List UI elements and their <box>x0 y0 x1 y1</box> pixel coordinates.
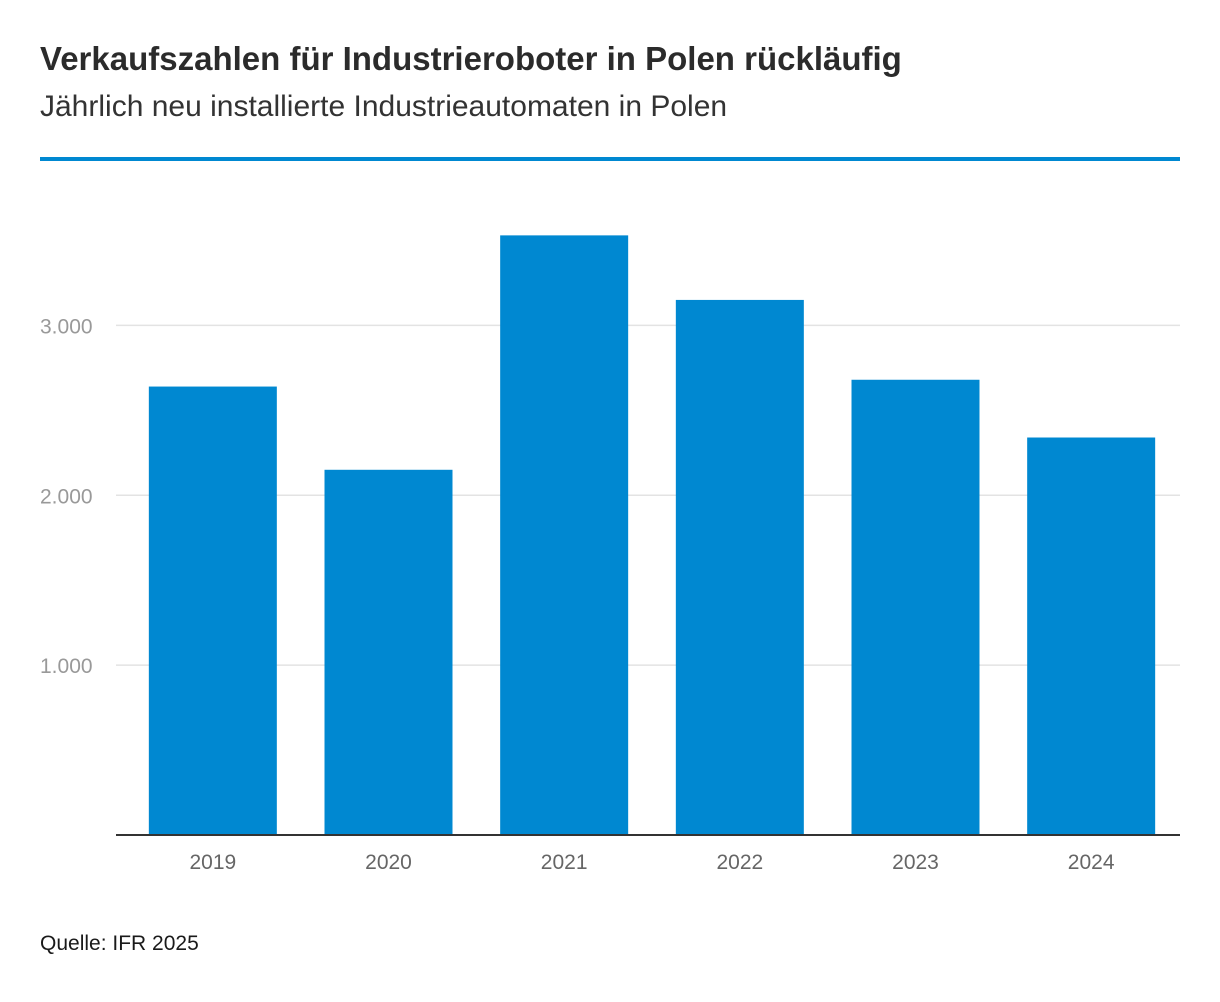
x-tick-label: 2021 <box>541 851 588 874</box>
y-tick-label: 2.000 <box>40 485 93 508</box>
chart-title: Verkaufszahlen für Industrieroboter in P… <box>40 40 902 77</box>
bar-2022 <box>675 299 804 835</box>
x-tick-label: 2019 <box>189 851 236 874</box>
y-tick-label: 1.000 <box>40 655 93 678</box>
bar-2021 <box>500 235 629 835</box>
y-tick-label: 3.000 <box>40 315 93 338</box>
x-tick-label: 2022 <box>716 851 763 874</box>
bar-2023 <box>851 379 980 835</box>
x-tick-label: 2024 <box>1068 851 1115 874</box>
bar-2024 <box>1027 437 1156 835</box>
x-tick-label: 2023 <box>892 851 939 874</box>
source-note: Quelle: IFR 2025 <box>40 932 199 955</box>
bar-2019 <box>148 386 277 835</box>
bar-2020 <box>324 469 453 835</box>
x-tick-label: 2020 <box>365 851 412 874</box>
chart-subtitle: Jährlich neu installierte Industrieautom… <box>40 90 728 123</box>
title-divider <box>40 157 1180 161</box>
